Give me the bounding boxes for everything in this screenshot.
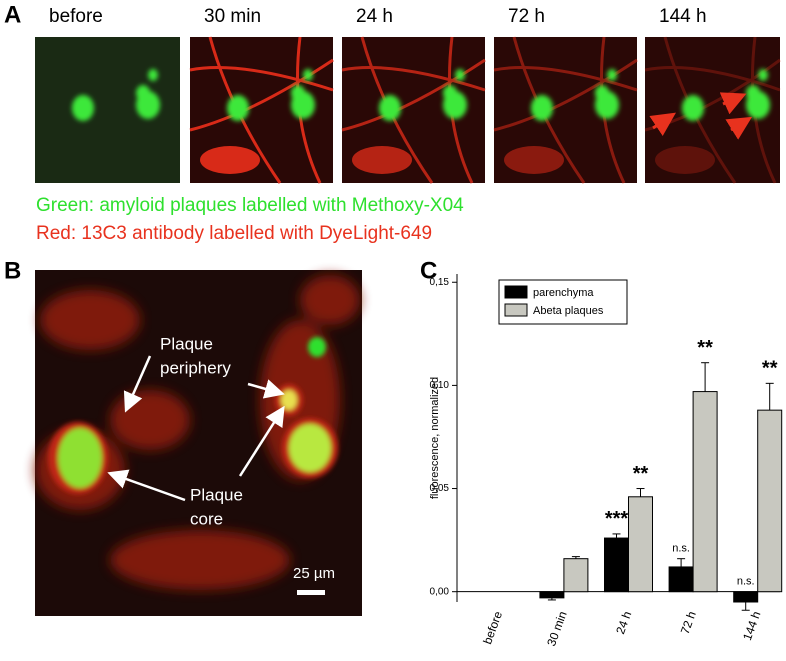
panel-label: B	[4, 257, 21, 284]
vessel	[200, 146, 260, 174]
vessel	[189, 66, 334, 92]
bar	[604, 537, 629, 593]
plaques	[531, 69, 619, 121]
panel-label: C	[420, 257, 437, 284]
panel-label: A	[4, 1, 21, 28]
panel-c: fluorescence, normalized 0,00 0,05 0,10 0,15…	[429, 274, 783, 648]
plaque	[291, 85, 305, 101]
arrow	[725, 116, 753, 140]
legend-label: parenchyma	[533, 287, 594, 299]
plaque	[72, 95, 94, 121]
vessels	[341, 36, 486, 184]
plaque	[227, 95, 249, 121]
y-tick-label: 0,00	[430, 586, 450, 597]
annotation: Plaque	[160, 334, 213, 353]
vessel	[655, 146, 715, 174]
bar	[757, 409, 783, 593]
plaque	[746, 85, 760, 101]
bar	[563, 558, 589, 593]
x-tick-label: before	[480, 609, 505, 646]
legend-green: Green: amyloid plaques labelled with Met…	[36, 195, 464, 216]
significance-label: **	[697, 337, 713, 359]
plaque	[148, 69, 158, 81]
significance-label: n.s.	[672, 543, 690, 555]
plaque	[455, 69, 465, 81]
x-tick-label: 144 h	[740, 609, 763, 642]
plaque	[682, 95, 704, 121]
plaque	[758, 69, 768, 81]
plaques	[227, 69, 315, 121]
legend-swatch	[504, 303, 528, 317]
micrograph	[493, 36, 638, 184]
plaque	[443, 85, 457, 101]
y-tick-label: 0,15	[430, 277, 450, 288]
y-axis-label: fluorescence, normalized	[429, 377, 441, 499]
plaque	[531, 95, 553, 121]
timepoint-label: 30 min	[204, 6, 261, 27]
annotation: Plaque	[190, 485, 243, 504]
vessel	[341, 58, 486, 132]
vessel	[352, 146, 412, 174]
micrograph	[341, 36, 486, 184]
plaque	[303, 69, 313, 81]
vessel	[189, 58, 334, 132]
vessel	[493, 66, 638, 92]
legend-red: Red: 13C3 antibody labelled with DyeLigh…	[36, 223, 432, 244]
vessel	[493, 58, 638, 132]
vessel	[341, 66, 486, 92]
bar	[628, 496, 653, 593]
legend-swatch	[504, 285, 528, 299]
plaque	[607, 69, 617, 81]
plaques	[379, 69, 467, 121]
timepoint-label: before	[49, 6, 103, 27]
timepoint-label: 72 h	[508, 6, 545, 27]
bar	[539, 591, 565, 599]
y-tick-label: 0,10	[430, 380, 450, 391]
legend-label: Abeta plaques	[533, 305, 604, 317]
bar	[692, 391, 718, 593]
x-tick-label: 72 h	[678, 609, 699, 636]
micrograph	[644, 36, 781, 184]
plaque	[379, 95, 401, 121]
micrograph	[189, 36, 334, 184]
significance-label: **	[762, 358, 778, 380]
bar	[733, 591, 759, 603]
micrograph	[35, 37, 180, 183]
significance-label: ***	[605, 508, 629, 530]
plaque	[136, 85, 150, 101]
x-tick-label: 30 min	[544, 609, 569, 648]
timepoint-label: 144 h	[659, 6, 707, 27]
plaques	[72, 69, 160, 121]
arrow	[649, 112, 676, 136]
annotation: periphery	[160, 358, 231, 377]
bar	[668, 566, 694, 593]
panel-a: before 30 min 24 h 72 h 144 h	[35, 6, 781, 184]
x-tick-label: 24 h	[613, 609, 634, 636]
annotation: core	[190, 509, 223, 528]
significance-label: n.s.	[737, 576, 755, 588]
plaques	[682, 69, 770, 121]
plaque	[595, 85, 609, 101]
timepoint-label: 24 h	[356, 6, 393, 27]
arrow	[719, 92, 747, 115]
scale-bar-label: 25 µm	[293, 565, 335, 582]
panel-b-image	[35, 270, 362, 616]
vessel	[644, 66, 781, 92]
y-tick-label: 0,05	[430, 483, 450, 494]
vessel	[504, 146, 564, 174]
significance-label: **	[633, 463, 649, 485]
